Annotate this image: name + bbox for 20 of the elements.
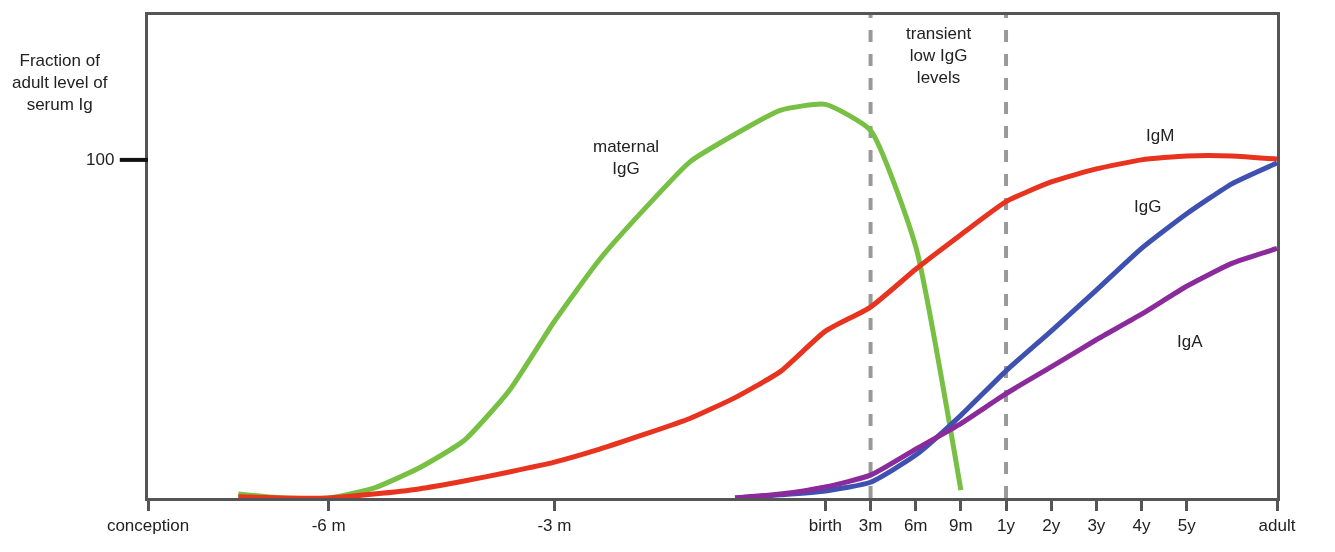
annotation: IgA xyxy=(1177,332,1204,351)
x-tick-label: -6 m xyxy=(311,516,346,536)
x-tick-label: 5y xyxy=(1177,516,1197,536)
x-tick-label: 3m xyxy=(858,516,883,536)
annotation: IgM xyxy=(1146,126,1175,145)
x-tick-label: 6m xyxy=(903,516,928,536)
x-tick-label: adult xyxy=(1258,516,1296,536)
x-tick-label: 9m xyxy=(949,516,973,536)
x-tick-label: 4y xyxy=(1132,516,1151,536)
x-tick-label: 1y xyxy=(997,516,1016,536)
annotation: maternal IgG xyxy=(593,137,660,179)
y-axis-title: Fraction of adult level of serum Ig xyxy=(12,51,108,115)
x-tick-label: 2y xyxy=(1042,516,1061,536)
x-tick-label: 3y xyxy=(1087,516,1106,536)
text: transient low IgG levels xyxy=(906,24,972,88)
x-tick-label: conception xyxy=(106,516,190,536)
x-tick-label: birth xyxy=(808,516,842,536)
x-tick-label: -3 m xyxy=(537,516,572,536)
text: 100 xyxy=(86,150,115,169)
annotation: IgG xyxy=(1134,197,1162,216)
